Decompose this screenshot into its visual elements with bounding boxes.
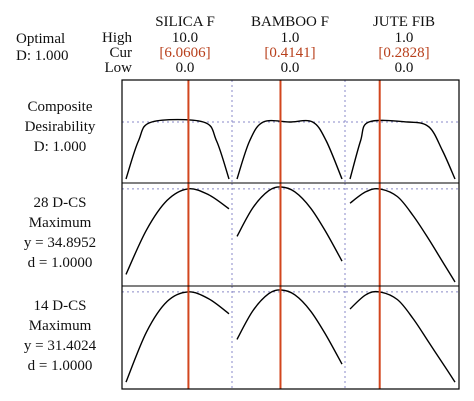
- factor-cur-silica: [6.0606]: [159, 45, 211, 61]
- panel-r2-c0: [122, 286, 233, 389]
- response-curve: [349, 187, 456, 283]
- response-curve: [349, 119, 456, 180]
- response-line: y = 31.4024: [23, 338, 97, 354]
- low-label: Low: [104, 60, 133, 76]
- response-curve: [125, 118, 230, 180]
- response-line: Maximum: [28, 215, 92, 231]
- response-line: 28 D-CS: [33, 195, 87, 211]
- panel-r0-c2: [346, 119, 459, 180]
- panel-r0-c0: [122, 80, 233, 183]
- factor-name-bamboo: BAMBOO F: [251, 14, 329, 30]
- panel-r1-c2: [346, 187, 459, 283]
- high-label: High: [102, 30, 132, 46]
- response-line: y = 34.8952: [23, 235, 97, 251]
- plot-frame: [121, 79, 460, 390]
- response-curve: [125, 188, 230, 275]
- panel-r0-c1: [233, 80, 346, 183]
- response-line: Composite: [27, 99, 93, 115]
- frame-layer: [121, 79, 460, 390]
- response-line: 14 D-CS: [33, 298, 87, 314]
- response-line: d = 1.0000: [27, 255, 93, 271]
- optimal-d-value: D: 1.000: [16, 48, 69, 64]
- response-curve: [349, 290, 456, 383]
- response-curve: [236, 186, 343, 262]
- panel-r2-c1: [233, 286, 346, 389]
- factor-high-bamboo: 1.0: [280, 30, 300, 46]
- response-line: Desirability: [24, 119, 96, 135]
- factor-name-jute: JUTE FIB: [372, 14, 436, 30]
- panel-r1-c1: [233, 183, 346, 286]
- response-line: Maximum: [28, 318, 92, 334]
- response-curve: [125, 291, 230, 383]
- panel-r1-c0: [122, 183, 233, 286]
- panel-r2-c2: [346, 290, 459, 383]
- factor-low-silica: 0.0: [175, 60, 195, 76]
- factor-name-silica: SILICA F: [155, 14, 215, 30]
- response-line: d = 1.0000: [27, 358, 93, 374]
- response-curve: [236, 119, 343, 180]
- factor-high-silica: 10.0: [171, 30, 199, 46]
- response-label-composite: Composite Desirability D: 1.000: [0, 97, 120, 157]
- factor-cur-jute: [0.2828]: [378, 45, 430, 61]
- response-label-28dcs: 28 D-CS Maximum y = 34.8952 d = 1.0000: [0, 193, 120, 273]
- factor-low-jute: 0.0: [394, 60, 414, 76]
- factor-cur-bamboo: [0.4141]: [264, 45, 316, 61]
- panels-layer: [122, 80, 459, 389]
- factor-high-jute: 1.0: [394, 30, 414, 46]
- response-curve: [236, 289, 343, 365]
- factor-low-bamboo: 0.0: [280, 60, 300, 76]
- cur-label: Cur: [109, 45, 133, 61]
- optimal-title: Optimal: [16, 31, 66, 47]
- response-line: D: 1.000: [33, 139, 87, 155]
- response-label-14dcs: 14 D-CS Maximum y = 31.4024 d = 1.0000: [0, 296, 120, 376]
